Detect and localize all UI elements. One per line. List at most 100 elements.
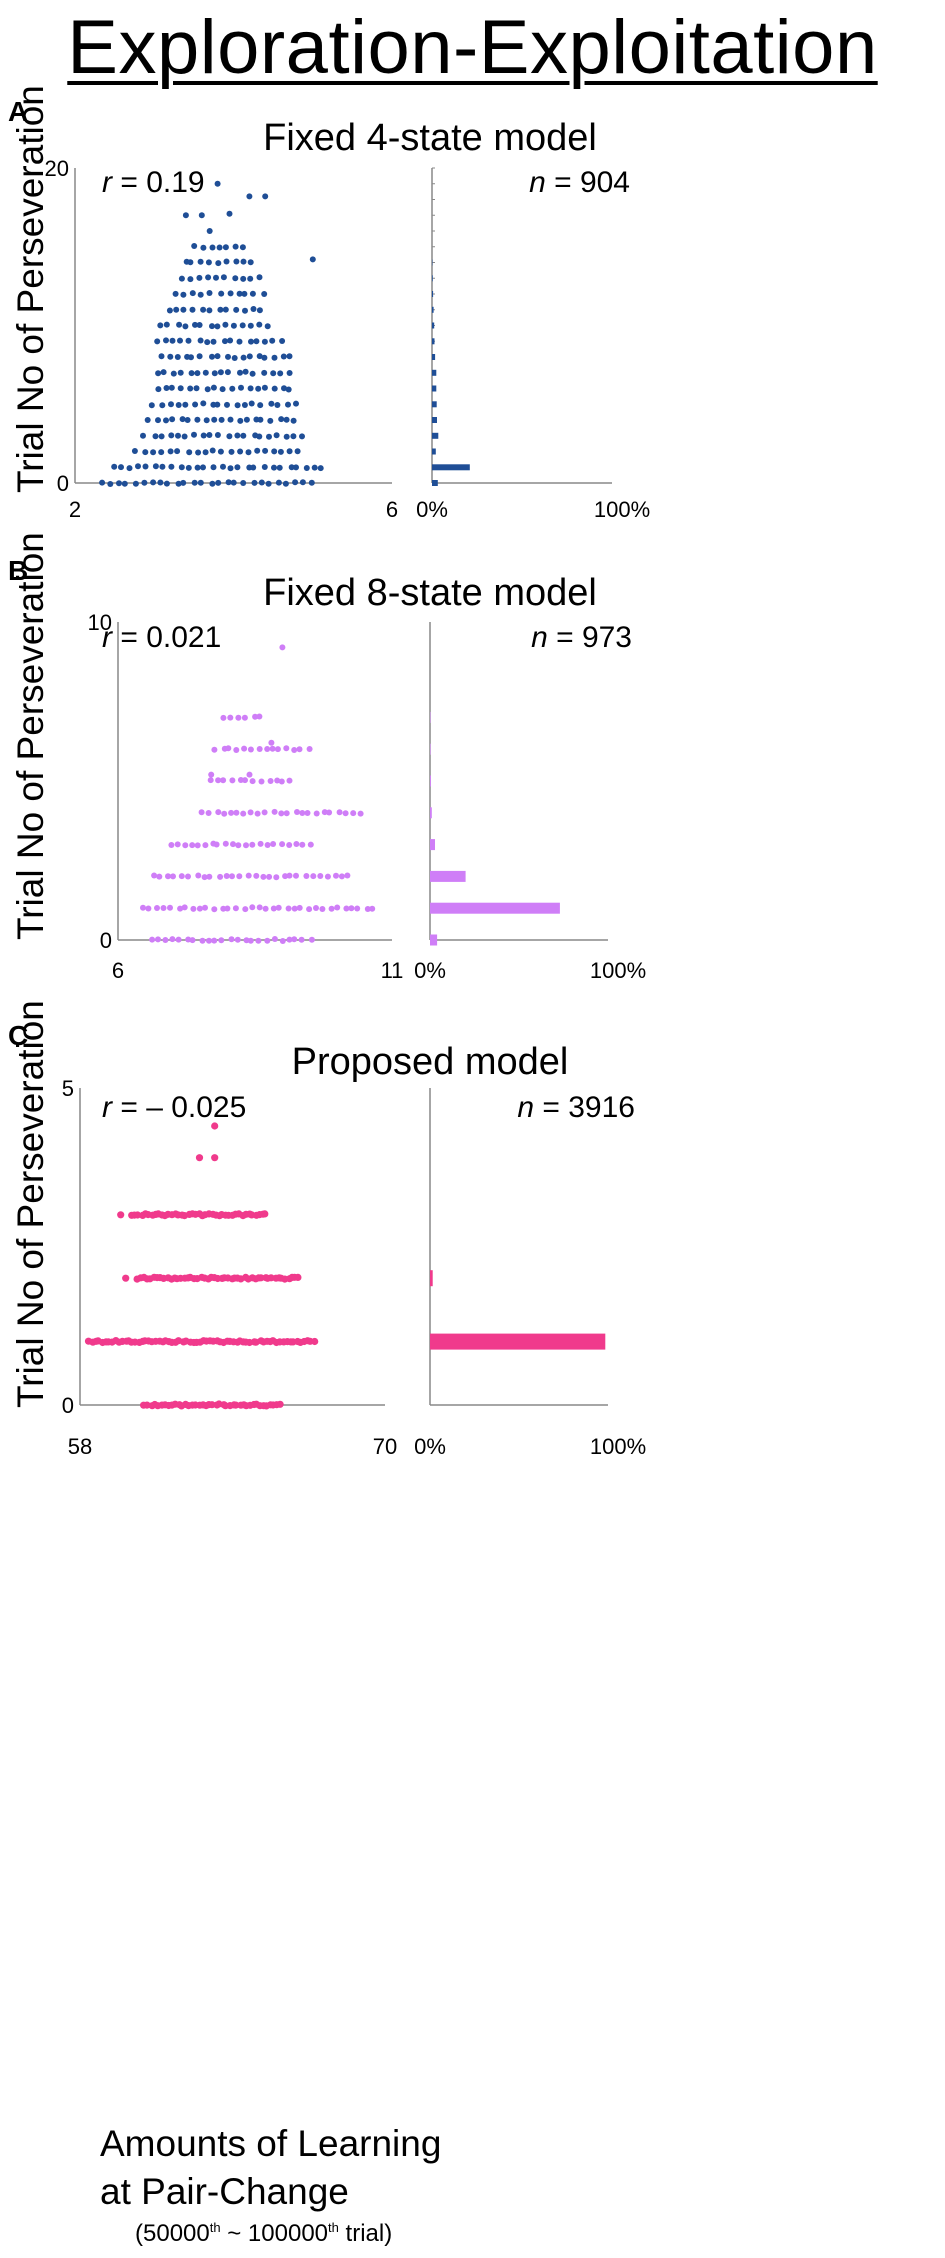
panel-b-point <box>293 841 300 847</box>
panel-a-point <box>189 306 196 313</box>
panel-a-point <box>277 448 284 455</box>
panel-b-point <box>283 745 290 752</box>
panel-a-point <box>247 259 254 266</box>
panel-a-point <box>214 323 221 330</box>
panel-a-point <box>135 463 141 470</box>
panel-a-point <box>150 449 157 456</box>
panel-a-point <box>210 464 217 471</box>
panel-a-point <box>213 274 219 281</box>
panel-b-hist-tick-100: 100% <box>590 958 646 983</box>
panel-b-point <box>299 810 306 816</box>
panel-a-point <box>182 323 189 330</box>
panel-a-point <box>206 290 213 296</box>
panel-a-point <box>187 259 194 266</box>
panel-b-point <box>225 745 232 752</box>
panel-b-point <box>205 810 212 816</box>
panel-b-point <box>293 872 299 879</box>
panel-b-hist-bar <box>430 839 435 851</box>
panel-a-point <box>197 337 204 344</box>
panel-a-point <box>167 353 174 360</box>
panel-a-x-tick-min: 2 <box>69 497 81 522</box>
panel-c-point <box>195 1154 204 1162</box>
panel-b-point <box>185 873 191 880</box>
panel-a-point <box>185 337 192 344</box>
panel-a-point <box>169 416 176 423</box>
panel-letter-a: A <box>8 96 29 127</box>
panel-b-point <box>195 872 202 879</box>
panel-a-point <box>217 369 224 376</box>
panel-b-point <box>145 905 152 912</box>
panel-b-point <box>242 777 248 784</box>
panel-a-hist-bar <box>432 432 439 439</box>
panel-a-point <box>270 370 277 377</box>
panel-a-point <box>317 465 324 472</box>
panel-a-point <box>192 321 198 328</box>
panel-b-point <box>233 809 240 816</box>
panel-a-point <box>118 464 124 471</box>
panel-a-point <box>187 385 194 392</box>
panel-b-point <box>241 714 248 721</box>
panel-a-point <box>169 337 176 344</box>
panel-b-point <box>220 777 227 784</box>
panel-b-point <box>256 746 263 752</box>
panel-a-point <box>206 307 213 314</box>
panel-c: C Proposed model <box>0 1020 945 1450</box>
panel-a-point <box>209 323 215 330</box>
panel-a-hist-bar <box>432 306 434 313</box>
panel-a-point <box>230 479 237 486</box>
panel-a-point <box>240 258 247 265</box>
panel-a-point <box>311 464 318 471</box>
panel-a-point <box>228 448 235 455</box>
panel-b-point <box>253 872 260 879</box>
panel-b-point <box>261 809 268 816</box>
panel-a-point <box>197 258 204 265</box>
x-axis-label-line1: Amounts of Learning <box>100 2123 442 2164</box>
panel-b-point <box>257 840 264 847</box>
panel-a-point <box>239 322 246 329</box>
panel-b-point <box>217 873 224 880</box>
panel-b-point <box>240 810 247 817</box>
panel-a-point <box>224 401 230 408</box>
panel-a-x-tick-max: 6 <box>386 497 398 522</box>
panel-b-point <box>271 808 278 815</box>
panel-b-point <box>278 778 285 785</box>
panel-c-hist-bar <box>430 1333 606 1350</box>
panel-c-n-annotation: n = 3916 <box>517 1091 635 1124</box>
panel-b-point <box>254 810 261 817</box>
panel-b-x-tick-min: 6 <box>112 958 124 983</box>
panel-b-point <box>274 777 281 784</box>
panel-b-point <box>156 873 163 880</box>
panel-a-point <box>168 463 175 470</box>
panel-b-point <box>306 746 313 752</box>
panel-a-point <box>232 243 239 250</box>
panel-b-point <box>215 777 222 784</box>
panel-a-point <box>121 480 128 487</box>
panel-a-point <box>216 244 223 251</box>
panel-a-point <box>141 479 148 486</box>
panel-b-point <box>247 746 254 753</box>
panel-a-point <box>227 337 234 344</box>
panel-a-point <box>163 480 170 487</box>
panel-a-point <box>237 417 244 424</box>
panel-b-point <box>328 905 335 912</box>
panel-b-point <box>324 873 331 880</box>
panel-a-point <box>210 384 217 391</box>
panel-a-point <box>215 479 222 486</box>
panel-a-point <box>271 448 278 455</box>
panel-a-point <box>308 479 315 486</box>
panel-a-point <box>231 355 238 361</box>
panel-c-x-tick-min: 58 <box>68 1434 92 1459</box>
panel-a-point <box>211 416 218 423</box>
panel-a-point <box>255 385 262 392</box>
panel-b-point <box>264 746 271 752</box>
panel-c-hist-bar <box>430 1270 433 1287</box>
panel-a-point <box>126 465 133 472</box>
panel-a-point <box>163 321 170 328</box>
panel-b-point <box>236 873 243 880</box>
panel-a-point <box>159 402 166 409</box>
panel-a-hist-tick-100: 100% <box>594 497 650 522</box>
panel-b-title: Fixed 8-state model <box>263 572 597 614</box>
panel-c-ylabel: Trial No of Perseveration <box>10 1000 51 1408</box>
panel-b-point <box>223 873 230 879</box>
